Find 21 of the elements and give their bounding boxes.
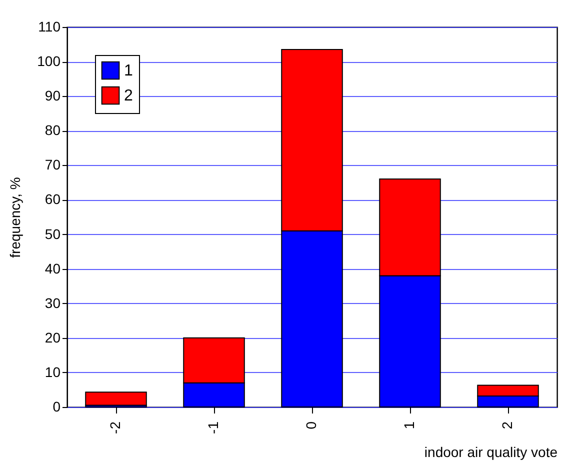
y-tick-label: 80 <box>44 122 61 138</box>
legend-label: 1 <box>124 62 133 80</box>
y-tick-label: 10 <box>44 364 61 380</box>
x-tick-label: 2 <box>499 421 515 430</box>
y-tick-label: 60 <box>44 191 61 208</box>
y-tick-label: 20 <box>44 329 61 346</box>
y-tick-label: 90 <box>44 88 61 104</box>
y-tick-label: 30 <box>44 294 61 311</box>
x-tick-label: 0 <box>303 421 319 430</box>
x-tick-label: -2 <box>107 421 123 434</box>
y-tick-label: 70 <box>44 156 61 173</box>
x-tick-label: -1 <box>205 421 221 434</box>
y-tick-label: 50 <box>44 226 61 242</box>
y-tick-label: 100 <box>37 53 61 70</box>
x-tick-label: 1 <box>401 421 417 430</box>
legend-label: 2 <box>124 88 133 104</box>
y-tick-label: 0 <box>52 398 61 414</box>
y-tick-label: 40 <box>44 260 61 276</box>
x-axis-title: indoor air quality vote <box>424 444 558 460</box>
y-axis-title: frequency, % <box>7 177 24 258</box>
y-tick-label: 110 <box>38 18 61 34</box>
